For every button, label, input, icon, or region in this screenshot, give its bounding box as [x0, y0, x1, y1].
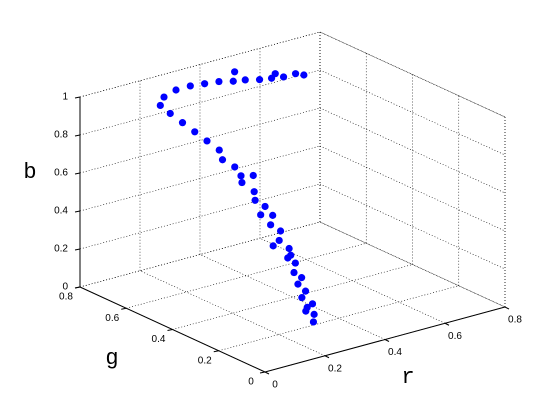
- point: [250, 188, 258, 196]
- y-tick: [167, 329, 173, 331]
- point: [310, 310, 318, 318]
- point: [251, 196, 259, 204]
- grid-line: [259, 237, 446, 324]
- grid-line: [319, 145, 506, 232]
- box-edge: [319, 31, 506, 118]
- z-tick-label: 0.4: [54, 206, 68, 217]
- point: [231, 163, 239, 171]
- z-tick: [74, 286, 81, 289]
- point: [201, 80, 209, 88]
- grid-line: [79, 31, 321, 98]
- grid-line: [319, 221, 506, 308]
- x-axis-label: r: [401, 365, 414, 390]
- point: [191, 128, 199, 136]
- grid-line: [79, 69, 321, 136]
- x-tick: [504, 306, 510, 310]
- z-tick: [74, 96, 81, 99]
- x-tick-label: 0.8: [508, 315, 522, 326]
- x-tick: [324, 355, 330, 359]
- point: [229, 77, 237, 85]
- grid-line: [319, 107, 506, 194]
- z-tick-label: 1: [62, 92, 68, 103]
- point: [257, 211, 265, 219]
- y-axis-label: g: [105, 346, 118, 371]
- grid-line: [319, 31, 506, 118]
- point: [269, 211, 277, 219]
- point: [267, 221, 275, 229]
- point: [287, 251, 295, 259]
- y-tick-label: 0.4: [152, 334, 166, 345]
- grid-line: [319, 69, 506, 156]
- point: [166, 109, 174, 118]
- y-tick-label: 0.2: [198, 355, 212, 366]
- z-tick-label: 0.6: [54, 168, 68, 179]
- point: [231, 68, 239, 76]
- grid-line: [126, 242, 367, 309]
- point: [275, 236, 283, 245]
- x-tick: [384, 339, 390, 342]
- point: [294, 280, 302, 288]
- y-tick-label: 0: [248, 377, 254, 388]
- y-tick: [259, 371, 266, 374]
- x-tick-label: 0.6: [448, 331, 462, 342]
- x-tick-label: 0.2: [328, 363, 342, 374]
- x-tick-label: 0: [272, 380, 278, 391]
- grid-line: [79, 145, 321, 212]
- point: [303, 303, 311, 311]
- point: [308, 300, 317, 308]
- z-tick: [74, 172, 81, 175]
- point: [186, 82, 194, 90]
- z-axis-label: b: [23, 160, 36, 185]
- point: [215, 77, 223, 86]
- x-tick-label: 0.4: [388, 347, 402, 358]
- z-tick: [74, 210, 81, 213]
- point: [269, 242, 277, 250]
- grid-line: [319, 221, 506, 308]
- y-tick-label: 0.6: [105, 313, 119, 324]
- z-tick-label: 0.2: [54, 244, 68, 255]
- point: [298, 274, 306, 282]
- point: [291, 70, 300, 78]
- point: [215, 146, 223, 154]
- point: [203, 137, 211, 145]
- point: [300, 71, 308, 79]
- z-tick-label: 0.8: [54, 130, 68, 141]
- grid-line: [319, 183, 506, 270]
- point: [241, 76, 249, 84]
- point: [276, 227, 285, 235]
- point: [279, 73, 288, 81]
- z-tick: [74, 248, 81, 251]
- point: [160, 93, 168, 101]
- point: [290, 268, 298, 277]
- point: [249, 171, 257, 180]
- point: [255, 76, 264, 84]
- y-tick: [121, 307, 127, 310]
- point: [291, 259, 299, 267]
- y-tick: [213, 350, 219, 353]
- point: [238, 178, 246, 187]
- grid-line: [199, 254, 386, 340]
- point: [301, 287, 310, 295]
- z-tick: [74, 134, 81, 137]
- point: [271, 70, 279, 78]
- grid-line: [79, 107, 321, 174]
- z-tick-label: 0: [62, 282, 68, 293]
- point: [298, 294, 306, 302]
- point: [218, 156, 227, 164]
- point: [178, 119, 187, 127]
- point: [237, 172, 245, 180]
- x-tick: [264, 371, 270, 375]
- grid-line: [79, 183, 321, 250]
- y-tick-label: 0.8: [59, 292, 73, 303]
- point: [172, 86, 180, 94]
- point: [156, 101, 164, 110]
- point: [261, 202, 269, 211]
- grid-line: [218, 285, 459, 352]
- point: [309, 318, 318, 326]
- x-tick: [444, 322, 450, 326]
- point: [285, 244, 293, 253]
- grid-line: [139, 270, 326, 357]
- grid-line: [172, 264, 413, 330]
